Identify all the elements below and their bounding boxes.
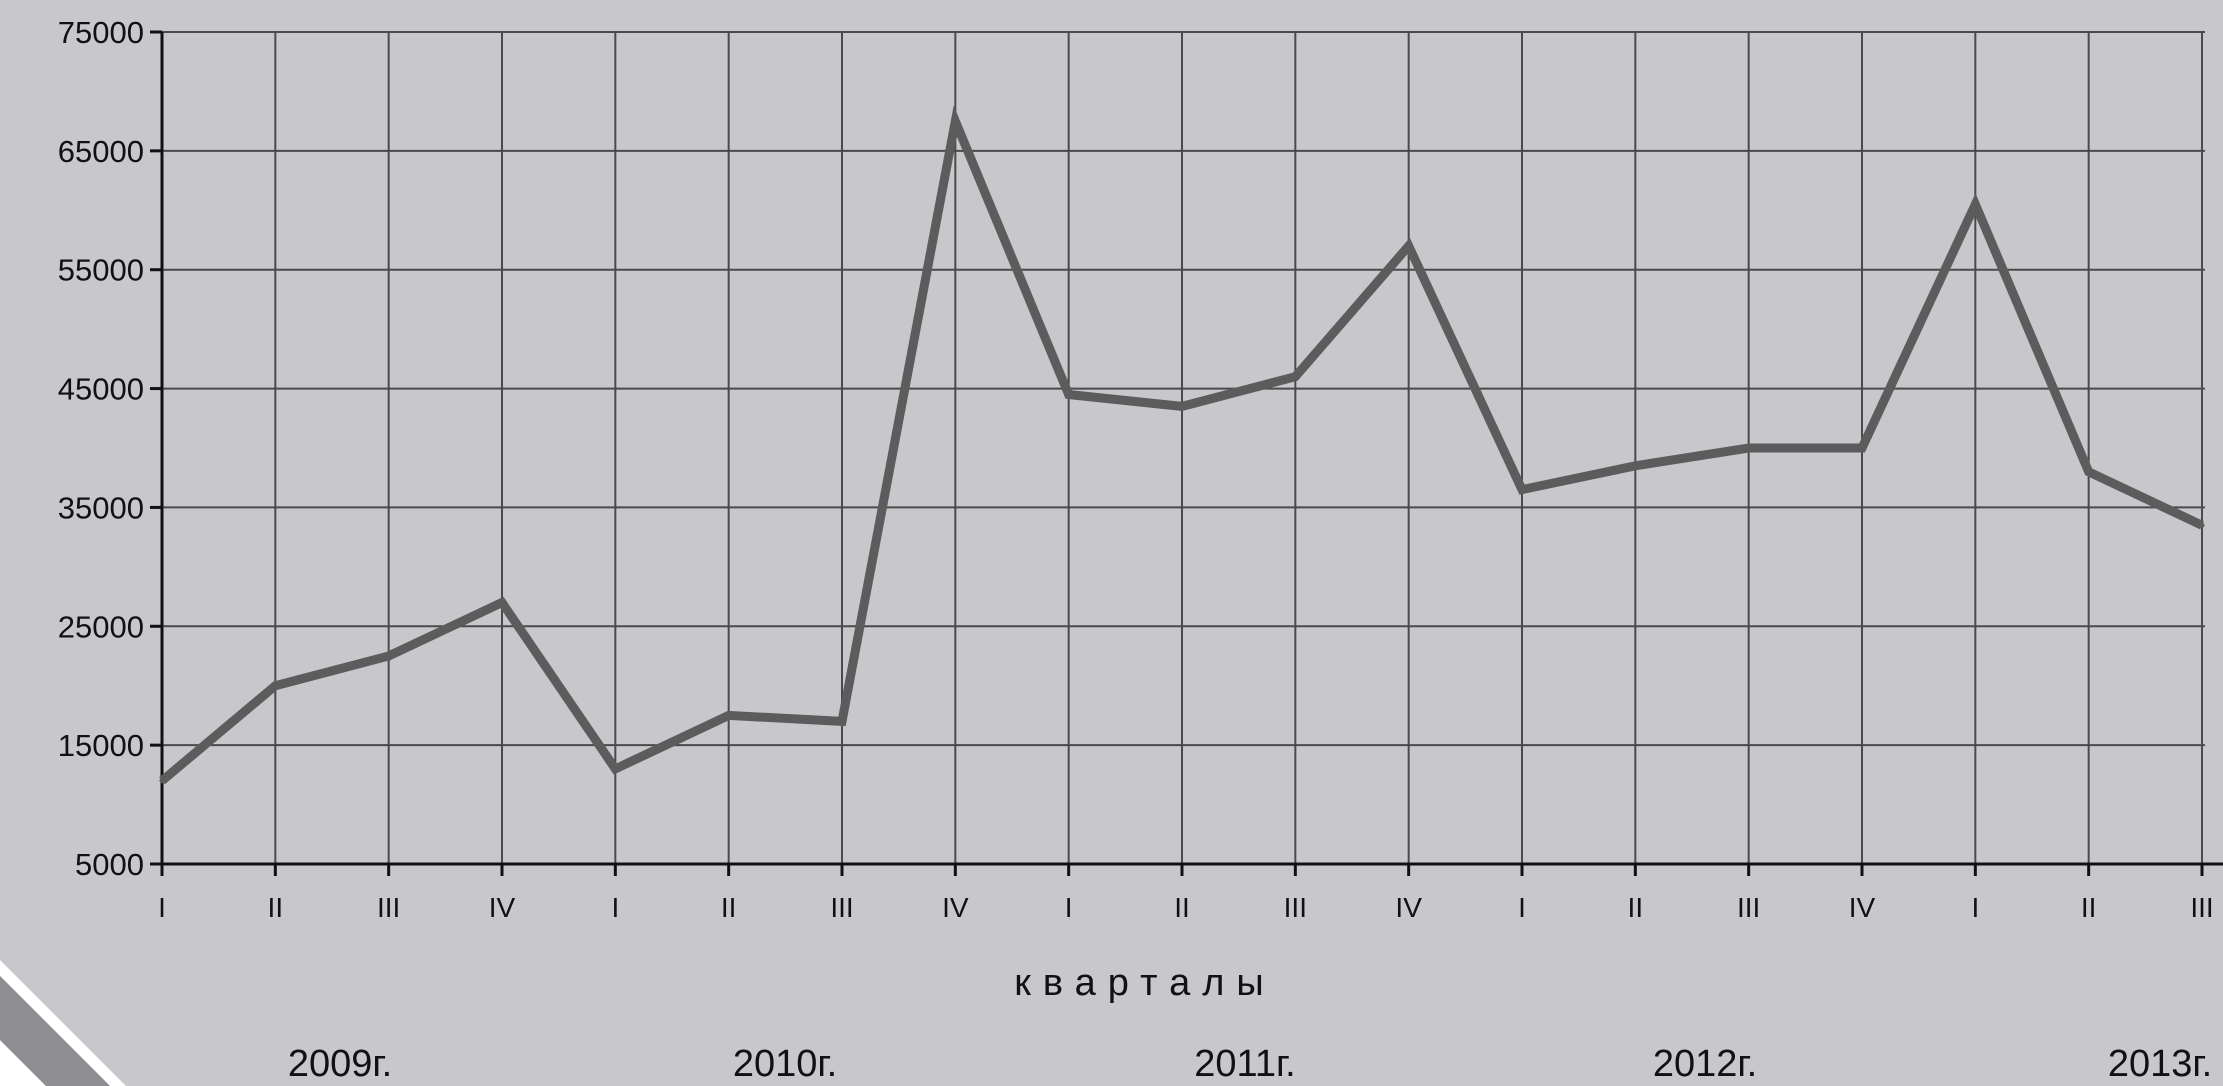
x-tick-label: IV xyxy=(942,892,969,923)
axis-labels: кварталы 5000 15000 25000 35000 45000 55000 65… xyxy=(58,15,2214,1085)
corner-decoration xyxy=(0,960,126,1086)
data-point xyxy=(1632,463,1638,469)
x-tick-label: III xyxy=(1284,892,1307,923)
data-point xyxy=(2086,469,2092,475)
y-tick-label: 15000 xyxy=(58,728,144,763)
x-tick-label: I xyxy=(158,892,166,923)
data-point xyxy=(272,683,278,689)
x-tick-label: IV xyxy=(1849,892,1876,923)
y-tick-label: 5000 xyxy=(75,847,144,882)
corner-shadow-band xyxy=(0,976,110,1086)
y-tick-label: 55000 xyxy=(58,253,144,288)
year-label: 2010г. xyxy=(733,1043,837,1085)
year-label: 2009г. xyxy=(288,1043,392,1085)
data-point xyxy=(386,653,392,659)
grid xyxy=(162,31,2205,864)
axes xyxy=(150,30,2223,876)
series-line-layer xyxy=(159,105,2205,785)
x-tick-label: II xyxy=(268,892,284,923)
data-point xyxy=(839,718,845,724)
x-tick-label: I xyxy=(1518,892,1526,923)
data-point xyxy=(1406,243,1412,249)
x-tick-label: II xyxy=(1174,892,1190,923)
x-axis-title: кварталы xyxy=(1014,962,1275,1004)
x-tick-label: II xyxy=(721,892,737,923)
data-point xyxy=(1519,487,1525,493)
y-tick-label: 75000 xyxy=(58,15,144,50)
x-tick-label: III xyxy=(1737,892,1760,923)
x-tick-label: I xyxy=(1971,892,1979,923)
data-point xyxy=(1292,374,1298,380)
x-tick-label: III xyxy=(377,892,400,923)
data-point xyxy=(1972,201,1978,207)
y-tick-label: 25000 xyxy=(58,609,144,644)
y-tick-label: 45000 xyxy=(58,372,144,407)
year-label: 2013г. xyxy=(2108,1043,2212,1085)
data-point xyxy=(1066,392,1072,398)
x-tick-label: II xyxy=(1628,892,1644,923)
y-tick-label: 35000 xyxy=(58,490,144,525)
data-point xyxy=(952,118,958,124)
x-tick-label: II xyxy=(2081,892,2097,923)
corner-white-stripe xyxy=(0,960,126,1086)
data-point xyxy=(612,766,618,772)
data-point xyxy=(1746,445,1752,451)
y-tick-label: 65000 xyxy=(58,134,144,169)
x-tick-label: IV xyxy=(1395,892,1422,923)
data-point xyxy=(499,600,505,606)
data-point xyxy=(2199,522,2205,528)
year-label: 2012г. xyxy=(1653,1043,1757,1085)
data-point xyxy=(726,712,732,718)
x-tick-label: III xyxy=(2190,892,2213,923)
data-point xyxy=(159,778,165,784)
data-point xyxy=(1859,445,1865,451)
data-point xyxy=(1179,403,1185,409)
x-tick-label: III xyxy=(830,892,853,923)
year-label: 2011г. xyxy=(1194,1043,1296,1085)
x-tick-label: I xyxy=(611,892,619,923)
x-tick-label: IV xyxy=(489,892,516,923)
x-tick-label: I xyxy=(1065,892,1073,923)
